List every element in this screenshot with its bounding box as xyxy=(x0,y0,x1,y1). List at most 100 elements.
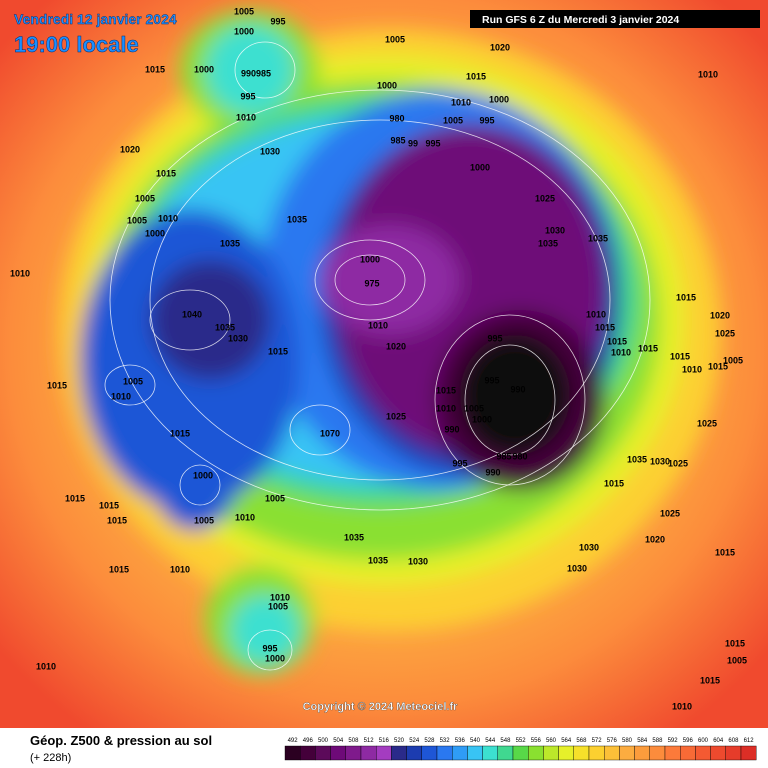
isobar-label: 1005 xyxy=(234,6,254,16)
isobar-label: 1025 xyxy=(668,458,688,468)
isobar-label: 1015 xyxy=(145,64,165,74)
isobar-label: 1010 xyxy=(698,69,718,79)
colorbar-label: 612 xyxy=(744,738,755,744)
isobar-label: 1030 xyxy=(567,563,587,573)
colorbar-swatch xyxy=(604,745,620,761)
isobar-label: 1010 xyxy=(682,364,702,374)
colorbar-label: 516 xyxy=(379,738,390,744)
isobar-label: 1025 xyxy=(697,418,717,428)
isobar-label: 1015 xyxy=(109,564,129,574)
colorbar-label: 532 xyxy=(440,738,451,744)
isobar-label: 1020 xyxy=(710,310,730,320)
colorbar-swatch xyxy=(391,745,407,761)
colorbar-swatch xyxy=(528,745,544,761)
isobar-label: 1035 xyxy=(287,214,307,224)
forecast-date: Vendredi 12 janvier 2024 xyxy=(14,11,177,27)
isobar-label: 1010 xyxy=(111,391,131,401)
colorbar-swatch xyxy=(376,745,392,761)
isobar-label: 1030 xyxy=(228,333,248,343)
isobar-label: 1010 xyxy=(235,512,255,522)
run-info: Run GFS 6 Z du Mercredi 3 janvier 2024 xyxy=(482,14,679,26)
isobar-label: 1020 xyxy=(490,42,510,52)
isobar-label: 1010 xyxy=(586,309,606,319)
isobar-label: 1015 xyxy=(466,71,486,81)
colorbar-swatch xyxy=(406,745,423,761)
isobar-label: 1030 xyxy=(579,542,599,552)
isobar-label: 1005 xyxy=(385,34,405,44)
colorbar-label: 560 xyxy=(546,738,557,744)
isobar-label: 1015 xyxy=(638,343,658,353)
colorbar-label: 536 xyxy=(455,738,466,744)
isobar-label: 1000 xyxy=(377,80,397,90)
isobar-label: 1025 xyxy=(660,508,680,518)
isobar-label: 990 xyxy=(444,424,459,434)
colorbar-label: 564 xyxy=(561,738,572,744)
isobar-label: 1010 xyxy=(236,112,256,122)
isobar-label: 1025 xyxy=(715,328,735,338)
isobar-label: 1005 xyxy=(127,215,147,225)
colorbar-label: 512 xyxy=(364,738,375,744)
colorbar-label: 548 xyxy=(500,738,511,744)
isobar-label: 1005 xyxy=(194,515,214,525)
isobar-label: 1010 xyxy=(270,592,290,602)
colorbar-swatch xyxy=(725,745,742,761)
isobar-label: 1010 xyxy=(170,564,190,574)
isobar-label: 1000 xyxy=(265,653,285,663)
colorbar-swatch xyxy=(436,745,453,761)
isobar-label: 1035 xyxy=(627,454,647,464)
isobar-label: 1000 xyxy=(234,26,254,36)
isobar-label: 1015 xyxy=(156,168,176,178)
isobar-label: 1015 xyxy=(670,351,690,361)
colorbar-swatch xyxy=(452,745,468,761)
colorbar-swatch xyxy=(284,745,301,761)
isobar-label: 1030 xyxy=(545,225,565,235)
isobar-label: 1010 xyxy=(36,661,56,671)
isobar-label: 1010 xyxy=(436,403,456,413)
isobar-label: 1070 xyxy=(320,428,340,438)
isobar-label: 1015 xyxy=(47,380,67,390)
colorbar-swatch xyxy=(345,745,362,761)
copyright: Copyright © 2024 Meteociel.fr xyxy=(303,701,459,713)
isobar-label: 1005 xyxy=(265,493,285,503)
isobar-label: 1015 xyxy=(604,478,624,488)
colorbar-swatch xyxy=(330,745,347,761)
isobar-label: 980 xyxy=(389,113,404,123)
isobar-label: 1030 xyxy=(650,456,670,466)
colorbar-label: 500 xyxy=(318,738,329,744)
isobar-label: 1000 xyxy=(145,228,165,238)
isobar-label: 1015 xyxy=(725,638,745,648)
colorbar-swatch xyxy=(573,745,590,761)
colorbar-label: 544 xyxy=(485,738,496,744)
colorbar-swatch xyxy=(588,745,605,761)
colorbar-swatch xyxy=(619,745,635,761)
colorbar-label: 600 xyxy=(698,738,709,744)
isobar-label: 995 xyxy=(484,375,499,385)
colorbar-label: 552 xyxy=(516,738,527,744)
colorbar-label: 584 xyxy=(637,738,648,744)
colorbar-swatch xyxy=(300,745,316,761)
colorbar-label: 504 xyxy=(333,738,344,744)
isobar-label: 995 xyxy=(487,333,502,343)
isobar-label: 1010 xyxy=(368,320,388,330)
isobar-label: 1005 xyxy=(123,376,143,386)
isobar-label: 1015 xyxy=(595,322,615,332)
isobar-label: 985 xyxy=(496,451,511,461)
isobar-label: 1005 xyxy=(268,601,288,611)
isobar-label: 99 xyxy=(408,138,418,148)
isobar-label: 1015 xyxy=(607,336,627,346)
colorbar: 492 496 500 504 508 512 516 520 524 528 532 536 540 5… xyxy=(284,738,757,761)
colorbar-label: 596 xyxy=(683,738,694,744)
isobar-label: 1000 xyxy=(193,470,213,480)
isobar-label: 975 xyxy=(364,278,379,288)
isobar-label: 995 xyxy=(270,16,285,26)
forecast-time: 19:00 locale xyxy=(14,32,139,57)
isobar-label: 1015 xyxy=(700,675,720,685)
isobar-label: 995 xyxy=(479,115,494,125)
colorbar-swatch xyxy=(634,745,650,761)
colorbar-label: 524 xyxy=(409,738,420,744)
colorbar-swatch xyxy=(315,745,331,761)
colorbar-swatch xyxy=(664,745,681,761)
isobar-label: 990 xyxy=(510,384,525,394)
isobar-label: 1025 xyxy=(535,193,555,203)
